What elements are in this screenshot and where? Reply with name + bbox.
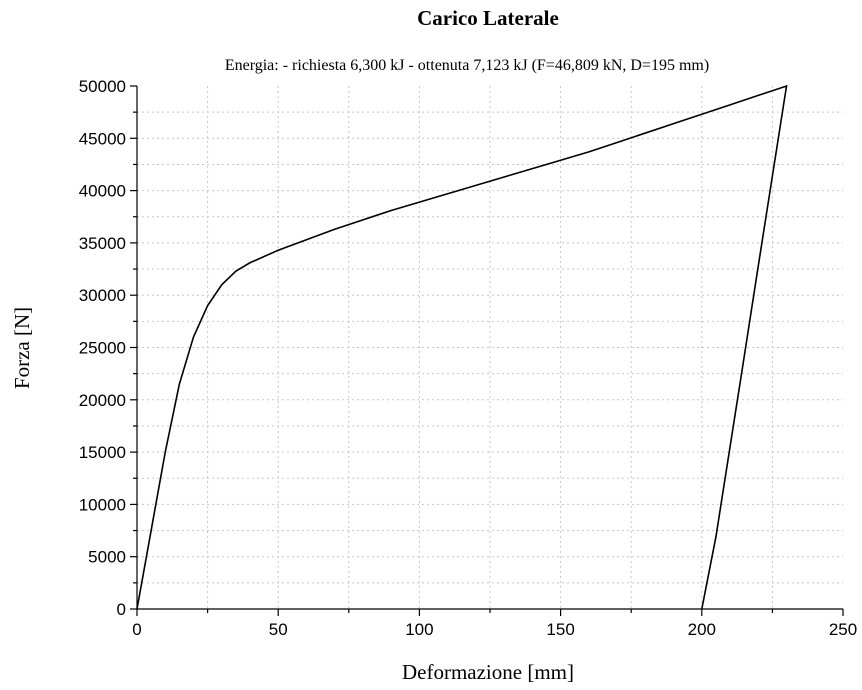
chart-subtitle: Energia: - richiesta 6,300 kJ - ottenuta… bbox=[225, 57, 709, 74]
y-tick-label: 50000 bbox=[79, 77, 126, 96]
series-line bbox=[136, 84, 788, 610]
ticks: 0 50 100 150 200 250 0 5000 10000 15000 20000 25000… bbox=[79, 77, 857, 639]
chart-title: Carico Laterale bbox=[417, 6, 559, 30]
x-axis-label: Deformazione [mm] bbox=[402, 660, 574, 684]
x-tick-label: 0 bbox=[132, 620, 141, 639]
grid bbox=[137, 86, 843, 609]
x-tick-label: 250 bbox=[829, 620, 857, 639]
y-tick-label: 5000 bbox=[88, 548, 126, 567]
y-tick-label: 40000 bbox=[79, 182, 126, 201]
y-axis-label: Forza [N] bbox=[10, 307, 34, 389]
y-tick-label: 15000 bbox=[79, 443, 126, 462]
x-tick-label: 200 bbox=[688, 620, 716, 639]
y-tick-label: 20000 bbox=[79, 391, 126, 410]
series-layer bbox=[136, 84, 788, 610]
y-tick-label: 35000 bbox=[79, 234, 126, 253]
x-tick-label: 50 bbox=[269, 620, 288, 639]
y-tick-label: 10000 bbox=[79, 495, 126, 514]
x-tick-label: 150 bbox=[546, 620, 574, 639]
y-tick-label: 0 bbox=[117, 600, 126, 619]
y-tick-label: 25000 bbox=[79, 339, 126, 358]
y-tick-label: 30000 bbox=[79, 286, 126, 305]
x-tick-label: 100 bbox=[405, 620, 433, 639]
y-tick-label: 45000 bbox=[79, 129, 126, 148]
